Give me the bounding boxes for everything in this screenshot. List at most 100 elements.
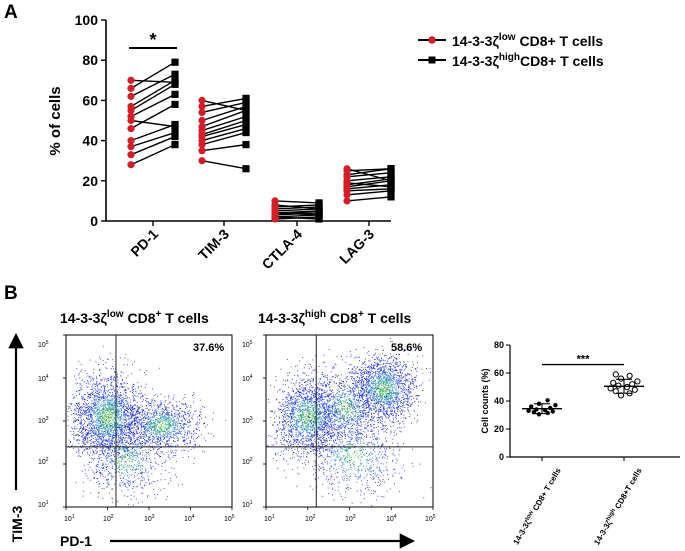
event-dot (136, 452, 138, 454)
event-dot (148, 422, 150, 424)
event-dot (121, 429, 122, 431)
event-dot (92, 422, 94, 423)
event-dot (120, 415, 122, 417)
event-dot (148, 448, 150, 450)
event-dot (92, 394, 93, 395)
event-dot (311, 429, 313, 430)
event-dot (152, 416, 154, 418)
event-dot (112, 426, 114, 428)
event-dot (96, 381, 98, 383)
event-dot (114, 461, 116, 463)
event-dot (137, 457, 139, 459)
event-dot (80, 416, 82, 418)
event-dot (116, 430, 118, 431)
event-dot (308, 417, 310, 419)
event-dot (90, 380, 92, 382)
event-dot (92, 431, 93, 433)
event-dot (324, 392, 326, 393)
event-dot (93, 411, 95, 412)
event-dot (120, 469, 122, 470)
event-dot (98, 422, 99, 424)
event-dot (141, 422, 143, 424)
event-dot (130, 423, 132, 425)
event-dot (166, 413, 168, 415)
event-dot (299, 385, 301, 387)
event-dot (317, 420, 319, 422)
event-dot (139, 443, 141, 445)
event-dot (169, 416, 171, 418)
event-dot (134, 421, 136, 423)
event-dot (78, 412, 79, 414)
event-dot (117, 396, 119, 398)
event-dot (111, 403, 113, 405)
event-dot (132, 459, 133, 461)
event-dot (109, 419, 111, 421)
event-dot (117, 402, 119, 404)
pair-line (201, 101, 247, 114)
event-dot (122, 456, 124, 458)
event-dot (67, 405, 69, 407)
event-dot (158, 426, 159, 428)
event-dot (124, 417, 126, 419)
event-dot (157, 463, 159, 465)
event-dot (93, 395, 95, 397)
event-dot (138, 427, 139, 429)
event-dot (146, 440, 148, 441)
event-dot (166, 441, 168, 443)
event-dot (97, 396, 98, 398)
event-dot (109, 420, 111, 421)
event-dot (74, 420, 76, 422)
event-dot (100, 473, 102, 475)
event-dot (132, 412, 134, 414)
event-dot (99, 419, 101, 421)
event-dot (133, 408, 135, 409)
event-dot (120, 482, 122, 484)
event-dot (112, 419, 114, 420)
event-dot (86, 434, 88, 436)
event-dot (311, 394, 313, 396)
event-dot (101, 429, 103, 431)
event-dot (107, 404, 109, 406)
event-dot (147, 401, 149, 402)
event-dot (317, 427, 319, 429)
event-dot (103, 436, 104, 438)
event-dot (128, 416, 130, 418)
event-dot (139, 435, 141, 437)
event-dot (133, 415, 134, 417)
event-dot (284, 406, 286, 407)
event-dot (83, 437, 85, 439)
event-dot (157, 418, 159, 419)
event-dot (73, 417, 75, 419)
event-dot (136, 443, 138, 445)
event-dot (123, 411, 125, 413)
event-dot (171, 421, 173, 423)
event-dot (117, 417, 119, 419)
event-dot (82, 481, 84, 483)
event-dot (329, 411, 331, 413)
event-dot (108, 471, 109, 472)
event-dot (112, 403, 114, 405)
event-dot (118, 450, 120, 451)
event-dot (136, 462, 138, 464)
event-dot (303, 400, 305, 402)
event-dot (133, 386, 135, 387)
event-dot (136, 437, 138, 439)
event-dot (106, 396, 108, 398)
event-dot (105, 458, 107, 460)
event-dot (155, 432, 157, 434)
event-dot (326, 410, 328, 412)
event-dot (110, 443, 112, 444)
event-dot (162, 418, 164, 420)
event-dot (121, 397, 123, 399)
event-dot (97, 387, 99, 389)
event-dot (142, 450, 144, 451)
event-dot (300, 414, 302, 415)
event-dot (90, 442, 92, 444)
event-dot (291, 431, 293, 432)
event-dot (133, 438, 135, 439)
event-dot (139, 411, 141, 413)
event-dot (70, 442, 71, 443)
event-dot (334, 442, 335, 444)
event-dot (86, 475, 88, 477)
event-dot (148, 424, 150, 426)
